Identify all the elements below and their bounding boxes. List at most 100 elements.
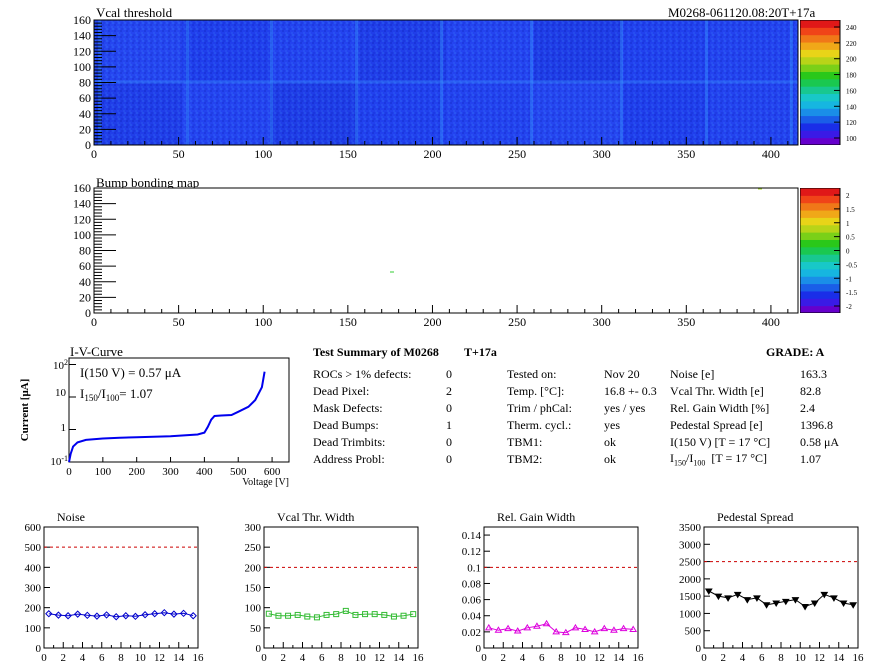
x-tick-label: 14 <box>393 652 405 664</box>
data-point <box>54 611 63 619</box>
data-point <box>810 600 819 608</box>
summary-value: 0.58 μA <box>800 435 840 449</box>
data-point <box>724 595 732 602</box>
x-tick-label: 150 <box>339 147 357 160</box>
roc-chart-title: Noise <box>57 510 85 524</box>
y-tick-label: 3500 <box>679 522 702 534</box>
summary-row: Therm. cycl.: yes <box>507 417 657 434</box>
data-point <box>410 611 417 618</box>
y-tick-label: 0.08 <box>462 578 482 590</box>
module-label: M0268-061120.08:20T+17a <box>668 5 816 20</box>
data-point <box>753 595 761 602</box>
palette-label: 160 <box>846 87 857 95</box>
data-point <box>504 624 512 632</box>
summary-col3: Noise [e] 163.3 Vcal Thr. Width [e] 82.8 Rel… <box>670 366 850 468</box>
x-tick-label: 4 <box>520 652 526 664</box>
summary-value: 1 <box>446 418 452 432</box>
summary-label: Dead Pixel: <box>313 384 370 398</box>
data-point <box>791 597 800 604</box>
x-tick-label: 6 <box>539 652 545 664</box>
data-point <box>102 611 111 619</box>
y-tick-label: 120 <box>73 44 91 58</box>
summary-row: Trim / phCal: yes / yes <box>507 400 657 417</box>
x-tick-label: 200 <box>423 315 441 329</box>
x-tick-label: 2 <box>501 652 507 664</box>
data-point <box>45 610 53 618</box>
iv-xtick-label: 300 <box>162 466 179 478</box>
x-tick-label: 250 <box>508 315 526 329</box>
x-tick-label: 300 <box>593 315 611 329</box>
x-tick-label: 6 <box>319 652 325 664</box>
y-tick-label: 160 <box>73 13 91 27</box>
vcal-map-area <box>94 20 798 145</box>
data-point <box>122 612 130 620</box>
data-point <box>294 611 301 618</box>
roc-tile <box>270 20 358 83</box>
x-tick-label: 8 <box>338 652 344 664</box>
y-tick-label: 200 <box>245 562 262 574</box>
x-tick-label: 12 <box>814 652 825 664</box>
palette-label: 1 <box>846 220 850 228</box>
x-tick-label: 16 <box>413 652 425 664</box>
iv-title: I-V-Curve <box>70 344 123 359</box>
summary-value: 0 <box>446 401 452 415</box>
column-edge <box>270 20 273 145</box>
summary-row: I150/I100 [T = 17 °C] 1.07 <box>670 451 839 468</box>
x-tick-label: 100 <box>254 315 272 329</box>
palette-label: 120 <box>846 119 857 127</box>
x-tick-label: 16 <box>193 652 205 664</box>
vcal-palette: 100 120 140 160 180 200 220 240 <box>800 20 857 145</box>
data-point <box>141 611 149 619</box>
data-point <box>714 593 723 601</box>
roc-tile <box>534 20 622 83</box>
summary-label: I150/I100 [T = 17 °C] <box>670 451 768 468</box>
x-tick-label: 350 <box>677 315 695 329</box>
x-tick-label: 2 <box>61 652 67 664</box>
x-tick-label: 2 <box>721 652 727 664</box>
data-point <box>484 623 493 631</box>
roc-tile <box>622 82 710 145</box>
data-point <box>189 612 197 620</box>
column-edge <box>530 20 533 145</box>
x-tick-label: 2 <box>281 652 287 664</box>
x-tick-label: 12 <box>374 652 385 664</box>
roc-tile <box>446 82 534 145</box>
data-point <box>542 619 551 627</box>
data-point <box>781 598 790 606</box>
y-tick-label: 20 <box>79 122 91 136</box>
x-tick-label: 4 <box>80 652 86 664</box>
summary-value: ok <box>604 435 616 449</box>
y-tick-label: 100 <box>73 228 91 242</box>
summary-value: 82.8 <box>800 384 821 398</box>
data-point <box>112 613 120 621</box>
data-point <box>590 627 599 635</box>
summary-row: Pedestal Spread [e] 1396.8 <box>670 417 839 434</box>
x-tick-label: 12 <box>154 652 165 664</box>
y-tick-label: 140 <box>73 197 91 211</box>
x-tick-label: 6 <box>99 652 105 664</box>
y-tick-label: 100 <box>245 603 262 615</box>
x-tick-label: 50 <box>173 147 185 160</box>
summary-value: 2.4 <box>800 401 815 415</box>
vcal-map-roc-tiles <box>94 20 798 145</box>
roc-tile <box>710 20 798 83</box>
summary-label: Address Probl: <box>313 452 385 466</box>
series-line <box>48 612 194 618</box>
column-edge <box>440 20 443 145</box>
summary-label: Noise [e] <box>670 367 715 381</box>
y-tick-label: 300 <box>25 583 42 595</box>
summary-label: Mask Defects: <box>313 401 383 415</box>
iv-annotation-current: I(150 V) = 0.57 μA <box>80 365 182 380</box>
summary-row: ROCs > 1% defects: 0 <box>313 366 452 383</box>
summary-row: Dead Trimbits: 0 <box>313 434 452 451</box>
summary-label: Tested on: <box>507 367 557 381</box>
data-point <box>131 612 140 621</box>
summary-value: yes / yes <box>604 401 646 415</box>
palette-label: 100 <box>846 135 857 143</box>
x-tick-label: 400 <box>762 315 780 329</box>
summary-label: Pedestal Spread [e] <box>670 418 763 432</box>
roc-chart: 0 100 200 300 400 500 600 0 2 4 6 8 10 12 14 16 <box>25 522 205 664</box>
roc-tile <box>270 82 358 145</box>
palette-label: 140 <box>846 103 857 111</box>
x-tick-label: 0 <box>91 147 97 160</box>
